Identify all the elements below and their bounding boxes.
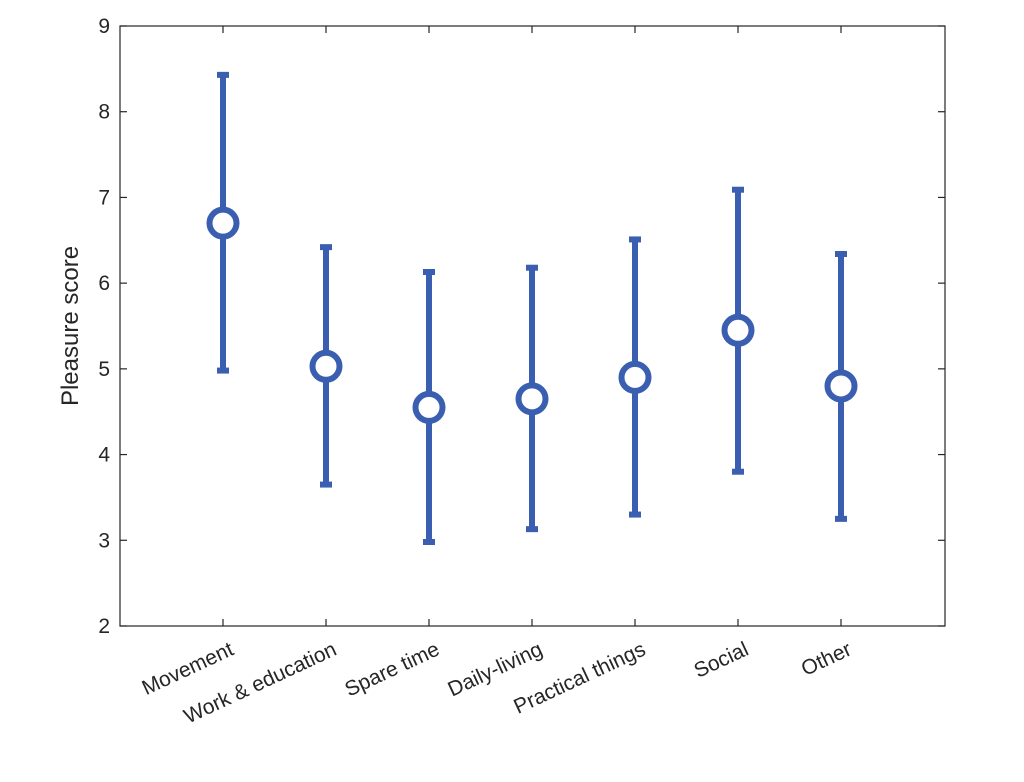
x-category-label: Other xyxy=(798,638,855,681)
mean-marker xyxy=(309,349,343,383)
y-tick-label: 9 xyxy=(98,15,110,38)
mean-marker xyxy=(618,360,652,394)
y-tick-label: 3 xyxy=(98,529,110,552)
y-tick-label: 5 xyxy=(98,358,110,381)
y-axis-title: Pleasure score xyxy=(57,246,84,406)
mean-marker xyxy=(206,206,240,240)
y-tick-label: 4 xyxy=(98,444,110,467)
y-tick-label: 7 xyxy=(98,186,110,209)
mean-marker xyxy=(412,390,446,424)
mean-marker xyxy=(824,369,858,403)
error-bars xyxy=(206,71,858,545)
x-category-label: Spare time xyxy=(341,638,443,702)
y-tick-label: 8 xyxy=(98,101,110,124)
y-tick-label: 6 xyxy=(98,272,110,295)
mean-marker xyxy=(721,313,755,347)
y-axis: 2 3 4 5 6 7 8 9 xyxy=(98,15,945,638)
y-tick-label: 2 xyxy=(98,615,110,638)
mean-marker xyxy=(515,382,549,416)
x-category-label: Social xyxy=(691,638,753,683)
